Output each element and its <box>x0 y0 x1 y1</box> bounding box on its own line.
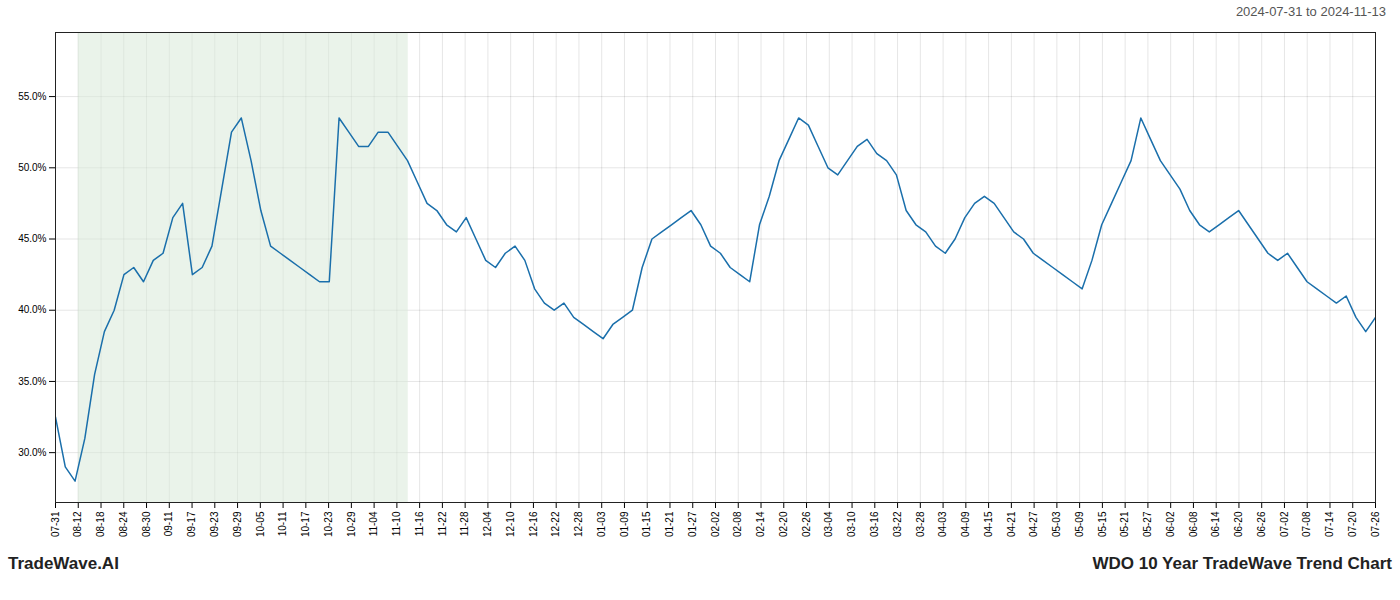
svg-text:08-24: 08-24 <box>118 511 129 537</box>
svg-text:02-26: 02-26 <box>801 511 812 537</box>
svg-text:12-04: 12-04 <box>482 511 493 537</box>
svg-text:04-27: 04-27 <box>1028 511 1039 537</box>
svg-text:12-10: 12-10 <box>505 511 516 537</box>
svg-text:03-28: 03-28 <box>915 511 926 537</box>
svg-text:07-20: 07-20 <box>1347 511 1358 537</box>
svg-text:10-29: 10-29 <box>346 511 357 537</box>
svg-text:12-28: 12-28 <box>573 511 584 537</box>
svg-text:02-14: 02-14 <box>755 511 766 537</box>
svg-text:07-26: 07-26 <box>1370 511 1381 537</box>
svg-text:04-09: 04-09 <box>960 511 971 537</box>
svg-text:07-08: 07-08 <box>1301 511 1312 537</box>
svg-text:04-21: 04-21 <box>1006 511 1017 537</box>
svg-text:11-10: 11-10 <box>391 511 402 536</box>
svg-text:01-03: 01-03 <box>596 511 607 537</box>
svg-text:05-09: 05-09 <box>1074 511 1085 537</box>
svg-text:11-04: 11-04 <box>368 511 379 536</box>
svg-text:05-21: 05-21 <box>1119 511 1130 537</box>
svg-text:08-12: 08-12 <box>72 511 83 537</box>
svg-text:09-23: 09-23 <box>209 511 220 537</box>
svg-text:35.0%: 35.0% <box>18 376 46 387</box>
html-text:2024-07-31 to 2024-11-13: 2024-07-31 to 2024-11-13 <box>1235 4 1386 19</box>
svg-text:11-16: 11-16 <box>414 511 425 536</box>
svg-text:09-29: 09-29 <box>232 511 243 537</box>
svg-text:03-22: 03-22 <box>892 511 903 537</box>
svg-text:06-26: 06-26 <box>1256 511 1267 537</box>
svg-text:07-31: 07-31 <box>50 511 61 537</box>
svg-text:04-03: 04-03 <box>937 511 948 537</box>
svg-text:07-14: 07-14 <box>1324 511 1335 537</box>
svg-text:01-09: 01-09 <box>619 511 630 537</box>
svg-text:10-11: 10-11 <box>277 511 288 536</box>
svg-text:45.0%: 45.0% <box>18 233 46 244</box>
svg-text:50.0%: 50.0% <box>18 162 46 173</box>
svg-text:40.0%: 40.0% <box>18 304 46 315</box>
svg-text:12-22: 12-22 <box>550 511 561 537</box>
svg-text:06-08: 06-08 <box>1188 511 1199 537</box>
svg-text:04-15: 04-15 <box>983 511 994 537</box>
svg-text:07-02: 07-02 <box>1279 511 1290 537</box>
svg-text:03-10: 03-10 <box>846 511 857 537</box>
svg-text:06-14: 06-14 <box>1210 511 1221 537</box>
svg-text:02-02: 02-02 <box>710 511 721 537</box>
svg-text:05-15: 05-15 <box>1097 511 1108 537</box>
svg-text:03-04: 03-04 <box>823 511 834 537</box>
svg-text:03-16: 03-16 <box>869 511 880 537</box>
html-text:TradeWave.AI: TradeWave.AI <box>8 554 119 573</box>
svg-text:05-27: 05-27 <box>1142 511 1153 537</box>
svg-text:10-05: 10-05 <box>255 511 266 537</box>
svg-text:06-20: 06-20 <box>1233 511 1244 537</box>
svg-text:02-08: 02-08 <box>732 511 743 537</box>
svg-text:30.0%: 30.0% <box>18 447 46 458</box>
svg-text:11-28: 11-28 <box>459 511 470 536</box>
svg-text:55.0%: 55.0% <box>18 91 46 102</box>
svg-text:10-17: 10-17 <box>300 511 311 537</box>
svg-text:02-20: 02-20 <box>778 511 789 537</box>
svg-text:08-30: 08-30 <box>141 511 152 537</box>
svg-text:06-02: 06-02 <box>1165 511 1176 537</box>
svg-text:01-27: 01-27 <box>687 511 698 537</box>
svg-text:10-23: 10-23 <box>323 511 334 537</box>
svg-text:12-16: 12-16 <box>528 511 539 537</box>
svg-text:08-18: 08-18 <box>95 511 106 537</box>
html-text:WDO 10 Year TradeWave Trend Ch: WDO 10 Year TradeWave Trend Chart <box>1092 554 1392 573</box>
svg-text:01-21: 01-21 <box>664 511 675 537</box>
svg-text:05-03: 05-03 <box>1051 511 1062 537</box>
svg-text:11-22: 11-22 <box>437 511 448 536</box>
svg-text:09-17: 09-17 <box>186 511 197 537</box>
svg-text:01-15: 01-15 <box>641 511 652 537</box>
svg-text:09-11: 09-11 <box>163 511 174 536</box>
